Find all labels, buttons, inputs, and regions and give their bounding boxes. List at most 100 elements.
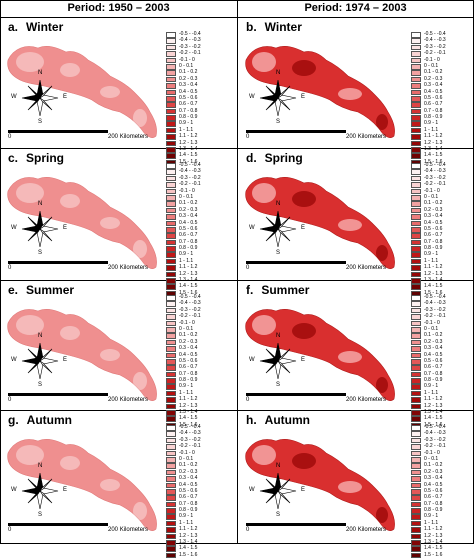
scale-bar: 0 200 Kilometers	[246, 393, 396, 405]
legend-label: 1.1 - 1.2	[424, 526, 443, 533]
legend-item: 0.2 - 0.3	[166, 207, 236, 214]
region-map	[245, 439, 395, 531]
scale-bar-line	[8, 261, 108, 264]
legend-label: 1.4 - 1.5	[424, 152, 443, 159]
legend-swatch	[166, 346, 176, 352]
legend-label: -0.4 - -0.3	[179, 37, 201, 44]
legend-swatch	[411, 352, 421, 359]
legend-label: 0.8 - 0.9	[179, 377, 198, 384]
legend-swatch	[166, 38, 176, 44]
scale-bar: 0 200 Kilometers	[8, 130, 158, 142]
legend-item: -0.3 - -0.2	[166, 175, 236, 182]
legend-label: 0.7 - 0.8	[424, 238, 443, 245]
scale-end-value: 200	[108, 134, 119, 140]
legend-item: 1 - 1.1	[166, 520, 236, 527]
legend-label: -0.4 - -0.3	[179, 168, 201, 175]
scale-start: 0	[246, 134, 250, 140]
legend-label: -0.1 - 0	[179, 449, 195, 456]
scale-start: 0	[8, 397, 12, 403]
contour-zone	[376, 245, 388, 261]
compass-label-w: W	[11, 487, 17, 493]
legend-item: 0.7 - 0.8	[411, 108, 474, 115]
legend-swatch	[411, 102, 421, 108]
contour-zone	[292, 323, 316, 339]
legend-item: 0.4 - 0.5	[166, 482, 236, 489]
contour-zone	[100, 86, 120, 98]
legend-item: 0.2 - 0.3	[411, 339, 474, 346]
legend-item: 1.1 - 1.2	[166, 133, 236, 140]
legend-item: 0.5 - 0.6	[166, 488, 236, 495]
scale-unit: Kilometers	[119, 527, 149, 533]
legend-item: 0.8 - 0.9	[166, 245, 236, 252]
compass-label-s: S	[276, 250, 281, 256]
legend-label: 0.8 - 0.9	[179, 245, 198, 252]
legend-item: 0 - 0.1	[166, 456, 236, 463]
legend-swatch	[166, 57, 176, 64]
legend-item: -0.5 - -0.4	[411, 294, 474, 301]
legend-swatch	[166, 403, 176, 410]
map-panel-autumn-b: h. Autumn -0.5 - -0.4 -0.4 - -0.3 -0.3 - -0.…	[238, 411, 474, 559]
compass-label-w: W	[249, 225, 255, 231]
legend-item: -0.1 - 0	[166, 449, 236, 457]
legend-swatch	[166, 108, 176, 115]
legend-label: -0.3 - -0.2	[424, 174, 446, 181]
legend: -0.5 - -0.4 -0.4 - -0.3 -0.3 - -0.2 -0.2 - …	[166, 31, 236, 166]
legend-swatch	[411, 314, 421, 320]
contour-zone	[292, 453, 316, 469]
legend-item: 1.3 - 1.4	[166, 277, 236, 284]
legend-label: 1 - 1.1	[424, 126, 439, 133]
legend-swatch	[166, 76, 176, 83]
legend-item: -0.2 - -0.1	[166, 313, 236, 320]
legend-label: -0.5 - -0.4	[179, 424, 201, 430]
legend-item: 0.3 - 0.4	[166, 213, 236, 220]
legend-item: 1.2 - 1.3	[166, 533, 236, 540]
compass-rose-icon	[21, 210, 59, 248]
legend-swatch	[166, 115, 176, 121]
legend-label: 0.5 - 0.6	[179, 357, 198, 364]
legend-item: -0.1 - 0	[411, 188, 474, 195]
legend: -0.5 - -0.4 -0.4 - -0.3 -0.3 - -0.2 -0.2 - …	[411, 31, 474, 166]
legend-item: 0.9 - 1	[166, 120, 236, 128]
legend-label: 0.7 - 0.8	[179, 238, 198, 245]
legend-label: 1 - 1.1	[424, 389, 439, 396]
region-map	[7, 439, 157, 531]
legend-item: 0.1 - 0.2	[411, 69, 474, 76]
region-shape	[245, 439, 395, 531]
legend-swatch	[166, 546, 176, 553]
legend-swatch	[411, 271, 421, 278]
row-divider-2	[0, 280, 474, 281]
legend-label: 0.1 - 0.2	[179, 462, 198, 469]
legend-item: -0.4 - -0.3	[411, 168, 474, 175]
scale-end: 200 Kilometers	[108, 265, 148, 271]
legend-label: 0.9 - 1	[179, 513, 194, 520]
legend-label: -0.2 - -0.1	[424, 313, 446, 320]
legend-swatch	[166, 456, 176, 463]
panel-season: Winter	[26, 20, 64, 34]
legend-item: 0.1 - 0.2	[411, 332, 474, 339]
legend-label: 0.3 - 0.4	[424, 475, 443, 482]
legend-swatch	[166, 410, 176, 416]
legend-label: 0.8 - 0.9	[424, 245, 443, 252]
legend-item: 1.4 - 1.5	[166, 152, 236, 160]
contour-zone	[252, 183, 276, 203]
legend-item: 0.7 - 0.8	[411, 501, 474, 508]
legend-label: 1.4 - 1.5	[424, 283, 443, 290]
legend-item: -0.3 - -0.2	[166, 307, 236, 314]
region-shape	[7, 46, 157, 138]
legend-item: -0.2 - -0.1	[411, 313, 474, 320]
legend-swatch	[166, 326, 176, 333]
scale-unit: Kilometers	[357, 397, 387, 403]
legend-label: 0.6 - 0.7	[179, 232, 198, 239]
legend-item: 1.2 - 1.3	[166, 139, 236, 147]
map-panel-spring-b: d. Spring -0.5 - -0.4 -0.4 - -0.3 -0.3 - -0.…	[238, 149, 474, 297]
compass-rose-icon	[21, 79, 59, 117]
legend-item: 0.6 - 0.7	[166, 494, 236, 501]
legend-swatch	[166, 252, 176, 259]
scale-bar-line	[246, 393, 346, 396]
panel-letter: e.	[8, 283, 19, 297]
region-map	[7, 309, 157, 401]
legend-item: 1.2 - 1.3	[411, 533, 474, 540]
legend-label: 1.2 - 1.3	[179, 139, 198, 146]
compass-label-e: E	[63, 94, 68, 100]
legend-item: 0.7 - 0.8	[166, 371, 236, 378]
